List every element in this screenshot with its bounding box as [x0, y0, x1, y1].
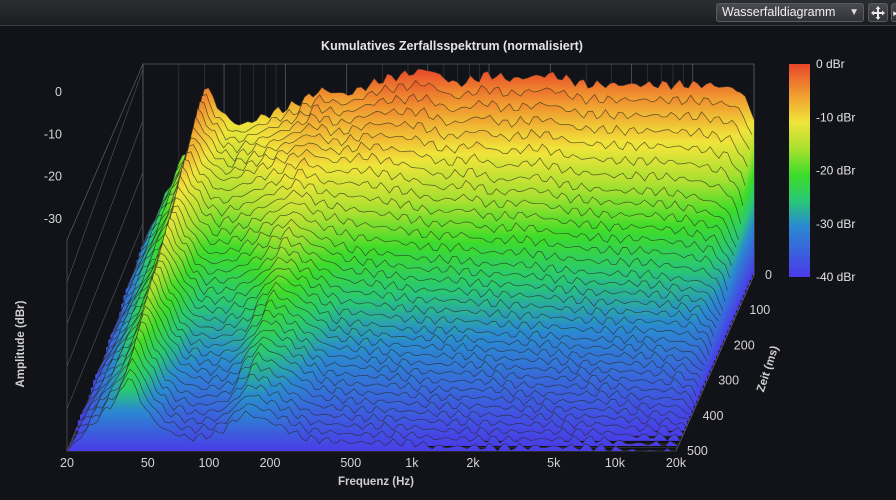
x-tick-label: 200 [260, 456, 281, 470]
waterfall-slice-outline [112, 205, 724, 332]
z-tick-label: 0 [765, 268, 772, 282]
waterfall-slice-outline [101, 242, 713, 363]
x-tick-label: 500 [340, 456, 361, 470]
amp-grid-line [66, 120, 144, 325]
waterfall-slice-outline [129, 137, 741, 282]
colorbar-labels: 0 dBr -10 dBr -20 dBr -30 dBr -40 dBr [816, 57, 855, 284]
waterfall-slice-outline [86, 295, 697, 403]
arrow-button[interactable]: ▸ [891, 3, 896, 22]
waterfall-slice-outline [118, 174, 730, 314]
z-tick-label: 500 [687, 444, 708, 458]
x-tick-label: 20k [666, 456, 687, 470]
waterfall-slice [71, 358, 681, 441]
y-tick-label: -10 [44, 127, 62, 141]
waterfall-slice-outline [123, 158, 735, 296]
waterfall-slice-outline [108, 217, 719, 341]
waterfall-slice-outline [88, 285, 699, 396]
chart-title: Kumulatives Zerfallsspektrum (normalisie… [321, 39, 583, 53]
z-axis-label: Zeit (ms) [755, 344, 781, 393]
z-tick-label: 100 [749, 303, 770, 317]
toolbar: Wasserfalldiagramm ▼ ▸ [0, 0, 896, 26]
x-tick-label: 10k [605, 456, 626, 470]
y-tick-label: -30 [44, 212, 62, 226]
z-tick-label: 200 [734, 338, 755, 352]
waterfall-slice-outline [73, 345, 683, 436]
waterfall-slice-outline [75, 336, 686, 428]
waterfall-slice-outline [140, 79, 753, 248]
colorbar-label: -10 dBr [816, 110, 855, 124]
waterfall-slice-outline [97, 260, 708, 372]
x-tick-label: 50 [141, 456, 155, 470]
waterfall-slice-outline [125, 151, 737, 290]
amp-grid-line [66, 223, 144, 409]
waterfall-slice-outline [142, 68, 755, 245]
waterfall-slice-outline [138, 93, 750, 254]
waterfall-slice-outline [134, 115, 746, 270]
z-tick-label: 300 [718, 374, 739, 388]
x-tick-label: 5k [547, 456, 561, 470]
waterfall-slice-outline [114, 197, 726, 327]
waterfall-slice-outline [105, 223, 717, 348]
chevron-down-icon: ▼ [849, 7, 859, 18]
colorbar-label: 0 dBr [816, 57, 845, 71]
waterfall-slice-outline [121, 165, 733, 305]
x-tick-label: 1k [405, 456, 419, 470]
waterfall-slice-outline [136, 107, 748, 261]
waterfall-slice-outline [79, 321, 690, 416]
move-icon [871, 6, 885, 20]
colorbar [789, 64, 810, 277]
waterfall-slice-outline [90, 277, 701, 388]
x-tick-label: 20 [60, 456, 74, 470]
waterfall-slice-outline [68, 368, 679, 447]
view-type-select[interactable]: Wasserfalldiagramm ▼ [716, 3, 864, 22]
x-axis-label: Frequenz (Hz) [338, 476, 414, 488]
waterfall-slices [66, 68, 755, 452]
waterfall-slice-outline [131, 126, 744, 277]
waterfall-slice-outline [92, 271, 703, 381]
waterfall-slice-outline [84, 305, 695, 408]
x-tick-label: 100 [198, 456, 219, 470]
waterfall-slice-outline [71, 357, 681, 442]
waterfall-slice-outline [127, 144, 739, 286]
waterfall-slice-outline [99, 252, 710, 368]
waterfall-slice-outline [77, 328, 688, 421]
view-type-label: Wasserfalldiagramm [722, 5, 836, 19]
amp-grid-line [66, 171, 144, 367]
x-tick-label: 2k [466, 456, 480, 470]
waterfall-slice-outline [81, 313, 692, 412]
amp-grid-line [66, 68, 144, 283]
z-tick-label: 400 [703, 409, 724, 423]
waterfall-slice [69, 369, 679, 446]
waterfall-slice-outline [116, 186, 728, 322]
y-tick-label: -20 [44, 170, 62, 184]
waterfall-slice-outline [103, 231, 715, 356]
arrow-icon: ▸ [893, 8, 896, 18]
waterfall-slice-outline [110, 212, 721, 335]
colorbar-label: -20 dBr [816, 164, 855, 178]
waterfall-chart: Kumulatives Zerfallsspektrum (normalisie… [15, 39, 855, 488]
colorbar-label: -40 dBr [816, 270, 855, 284]
y-tick-label: 0 [55, 85, 62, 99]
waterfall-slice-outline [94, 266, 706, 376]
move-button[interactable] [868, 3, 888, 22]
colorbar-label: -30 dBr [816, 217, 855, 231]
axes: 20 50 100 200 500 1k 2k 5k 10k 20k 0 -10 -20 -30 0 100 2… [44, 85, 772, 470]
waterfall-slice-outline [66, 378, 676, 452]
y-axis-label: Amplitude (dBr) [15, 300, 27, 387]
